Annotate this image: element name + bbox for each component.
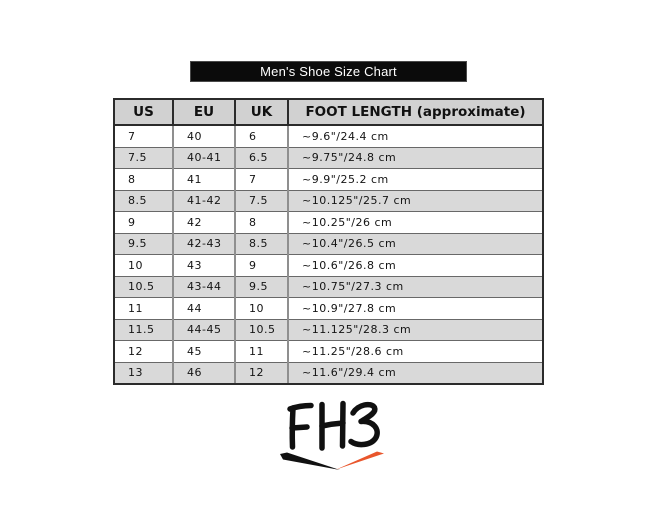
table-row: 9 42 8 ~10.25"/26 cm [113, 211, 544, 234]
table-cell: 40 [172, 124, 236, 148]
table-header: US EU UK FOOT LENGTH (approximate) [113, 98, 544, 126]
chart-title-bar: Men's Shoe Size Chart [190, 61, 467, 82]
table-cell: 10 [113, 254, 174, 277]
table-cell: 44 [172, 297, 236, 320]
table-cell: 46 [172, 361, 236, 385]
table-cell: 10.5 [113, 275, 174, 298]
table-cell: ~11.25"/28.6 cm [287, 340, 544, 363]
table-cell: ~10.75"/27.3 cm [287, 275, 544, 298]
table-cell: 10 [234, 297, 289, 320]
table-cell: 10.5 [234, 318, 289, 341]
table-cell: 9.5 [113, 232, 174, 255]
column-header-us: US [113, 98, 174, 126]
table-cell: 44-45 [172, 318, 236, 341]
table-cell: 8 [234, 211, 289, 234]
table-row: 10 43 9 ~10.6"/26.8 cm [113, 254, 544, 277]
table-row: 7.5 40-41 6.5 ~9.75"/24.8 cm [113, 146, 544, 169]
table-cell: 40-41 [172, 146, 236, 169]
table-cell: ~10.6"/26.8 cm [287, 254, 544, 277]
table-cell: 6 [234, 124, 289, 148]
table-cell: 7 [234, 168, 289, 191]
table-cell: 11.5 [113, 318, 174, 341]
table-row: 8 41 7 ~9.9"/25.2 cm [113, 168, 544, 191]
table-cell: 12 [234, 361, 289, 385]
table-cell: 45 [172, 340, 236, 363]
table-cell: ~9.6"/24.4 cm [287, 124, 544, 148]
table-row: 7 40 6 ~9.6"/24.4 cm [113, 124, 544, 148]
table-cell: 9 [234, 254, 289, 277]
table-row: 13 46 12 ~11.6"/29.4 cm [113, 361, 544, 385]
table-cell: ~10.125"/25.7 cm [287, 189, 544, 212]
shoe-size-table: US EU UK FOOT LENGTH (approximate) 7 40 6 ~… [113, 98, 544, 385]
table-cell: 7.5 [113, 146, 174, 169]
table-cell: 11 [113, 297, 174, 320]
table-cell: ~11.125"/28.3 cm [287, 318, 544, 341]
table-cell: 42 [172, 211, 236, 234]
table-cell: ~10.25"/26 cm [287, 211, 544, 234]
size-table-body: 7 40 6 ~9.6"/24.4 cm 7.5 40-41 6.5 ~9.75"/24.8 … [113, 124, 544, 385]
table-cell: ~9.9"/25.2 cm [287, 168, 544, 191]
table-row: 8.5 41-42 7.5 ~10.125"/25.7 cm [113, 189, 544, 212]
table-row: 10.5 43-44 9.5 ~10.75"/27.3 cm [113, 275, 544, 298]
chart-title: Men's Shoe Size Chart [260, 64, 397, 79]
column-header-foot-length: FOOT LENGTH (approximate) [287, 98, 544, 126]
table-cell: 43 [172, 254, 236, 277]
table-cell: 8.5 [234, 232, 289, 255]
swoosh-black-shape [280, 452, 340, 470]
table-row: 12 45 11 ~11.25"/28.6 cm [113, 340, 544, 363]
column-header-uk: UK [234, 98, 289, 126]
table-cell: 9.5 [234, 275, 289, 298]
table-cell: 7.5 [234, 189, 289, 212]
table-cell: 13 [113, 361, 174, 385]
fhs-logo: FHS [277, 400, 387, 474]
column-header-eu: EU [172, 98, 236, 126]
table-cell: ~10.9"/27.8 cm [287, 297, 544, 320]
table-cell: 11 [234, 340, 289, 363]
table-cell: 42-43 [172, 232, 236, 255]
table-cell: 43-44 [172, 275, 236, 298]
fhs-logo-graphic [280, 400, 384, 470]
table-cell: 7 [113, 124, 174, 148]
table-cell: 41-42 [172, 189, 236, 212]
table-row: 9.5 42-43 8.5 ~10.4"/26.5 cm [113, 232, 544, 255]
swoosh-orange-shape [335, 451, 384, 470]
table-header-row: US EU UK FOOT LENGTH (approximate) [113, 98, 544, 126]
table-row: 11 44 10 ~10.9"/27.8 cm [113, 297, 544, 320]
table-cell: 41 [172, 168, 236, 191]
table-cell: 8.5 [113, 189, 174, 212]
table-cell: 6.5 [234, 146, 289, 169]
table-cell: ~10.4"/26.5 cm [287, 232, 544, 255]
table-cell: 9 [113, 211, 174, 234]
table-cell: ~11.6"/29.4 cm [287, 361, 544, 385]
table-cell: ~9.75"/24.8 cm [287, 146, 544, 169]
table-row: 11.5 44-45 10.5 ~11.125"/28.3 cm [113, 318, 544, 341]
table-cell: 12 [113, 340, 174, 363]
fhs-letters [287, 400, 380, 451]
table-cell: 8 [113, 168, 174, 191]
